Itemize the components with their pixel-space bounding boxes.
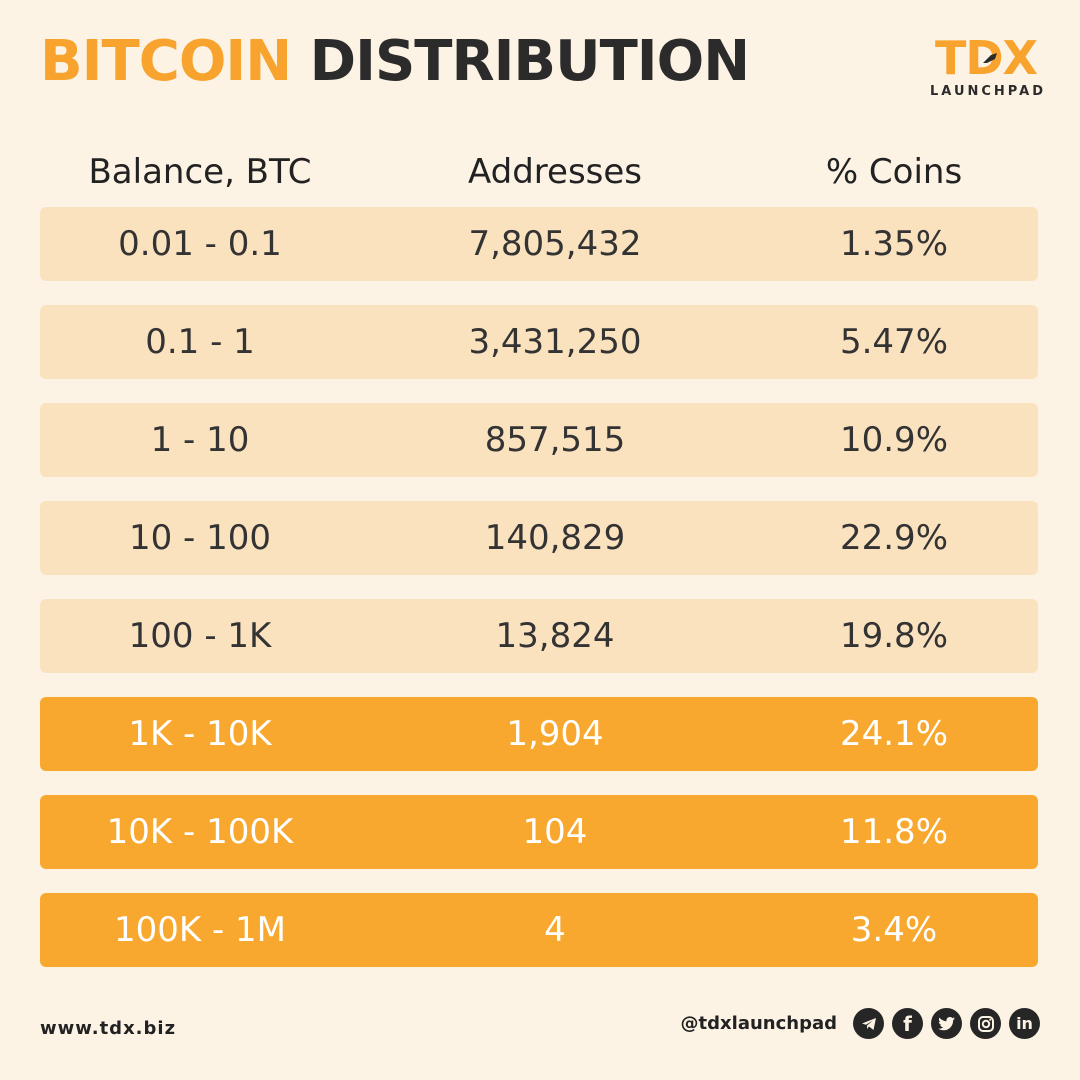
title-rest: DISTRIBUTION (309, 29, 750, 94)
cell-coins: 22.9% (839, 518, 948, 558)
cell-coins: 3.4% (850, 910, 938, 950)
cell-addresses: 857,515 (484, 420, 626, 460)
cell-balance: 10K - 100K (106, 812, 294, 852)
cell-addresses: 104 (522, 812, 588, 852)
table-row-highlight: 1K - 10K 1,904 24.1% (40, 697, 1038, 771)
table-row: 1 - 10 857,515 10.9% (40, 403, 1038, 477)
title-accent: BITCOIN (40, 29, 292, 94)
table-row-highlight: 10K - 100K 104 11.8% (40, 795, 1038, 869)
cell-balance: 100 - 1K (128, 616, 272, 656)
cell-balance: 100K - 1M (113, 910, 287, 950)
cell-addresses: 3,431,250 (468, 322, 642, 362)
cell-addresses: 7,805,432 (468, 224, 642, 264)
cell-balance: 1 - 10 (150, 420, 250, 460)
header-coins: % Coins (825, 152, 963, 192)
cell-coins: 19.8% (839, 616, 948, 656)
table-header: Balance, BTC Addresses % Coins (40, 148, 1038, 196)
telegram-icon[interactable] (853, 1008, 884, 1039)
linkedin-icon[interactable]: in (1009, 1008, 1040, 1039)
cell-balance: 1K - 10K (128, 714, 272, 754)
twitter-icon[interactable] (931, 1008, 962, 1039)
cell-addresses: 140,829 (484, 518, 626, 558)
rocket-icon (983, 53, 997, 63)
social-handle[interactable]: @tdxlaunchpad (680, 1013, 837, 1034)
cell-coins: 10.9% (839, 420, 948, 460)
tdx-logo: TDX LAUNCHPAD (930, 31, 1046, 99)
logo-mark: TDX (934, 31, 1038, 85)
page-title: BITCOIN DISTRIBUTION (40, 28, 750, 96)
cell-addresses: 1,904 (506, 714, 604, 754)
table-row: 0.01 - 0.1 7,805,432 1.35% (40, 207, 1038, 281)
cell-addresses: 13,824 (495, 616, 615, 656)
table-body: 0.01 - 0.1 7,805,432 1.35% 0.1 - 1 3,431… (40, 207, 1038, 991)
logo-subtitle: LAUNCHPAD (930, 84, 1046, 99)
header-balance: Balance, BTC (88, 152, 312, 192)
cell-coins: 24.1% (839, 714, 948, 754)
table-row: 0.1 - 1 3,431,250 5.47% (40, 305, 1038, 379)
facebook-icon[interactable]: f (892, 1008, 923, 1039)
header-addresses: Addresses (467, 152, 643, 192)
table-row: 100 - 1K 13,824 19.8% (40, 599, 1038, 673)
cell-addresses: 4 (544, 910, 566, 950)
table-row: 10 - 100 140,829 22.9% (40, 501, 1038, 575)
cell-balance: 10 - 100 (128, 518, 272, 558)
social-bar: @tdxlaunchpad f in (681, 1008, 1040, 1039)
cell-coins: 1.35% (839, 224, 948, 264)
cell-balance: 0.01 - 0.1 (118, 224, 282, 264)
cell-coins: 11.8% (839, 812, 948, 852)
instagram-icon[interactable] (970, 1008, 1001, 1039)
cell-balance: 0.1 - 1 (145, 322, 255, 362)
table-row-highlight: 100K - 1M 4 3.4% (40, 893, 1038, 967)
website-link[interactable]: www.tdx.biz (40, 1018, 177, 1039)
cell-coins: 5.47% (839, 322, 948, 362)
